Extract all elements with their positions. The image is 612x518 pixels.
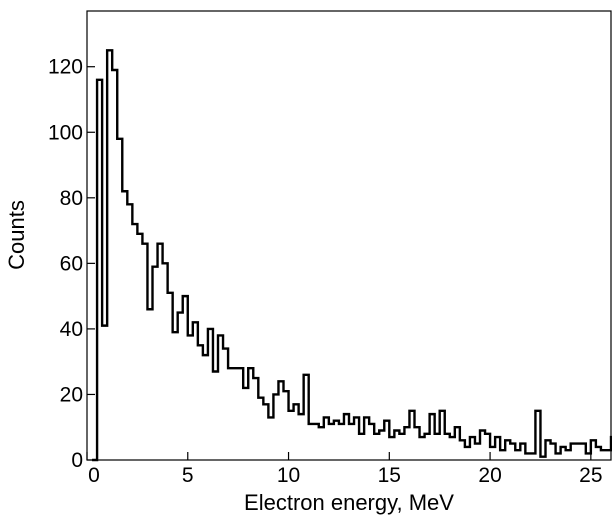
y-tick-label: 60 xyxy=(60,252,83,275)
y-tick-label: 20 xyxy=(60,383,83,406)
y-tick-label: 120 xyxy=(48,56,83,79)
y-tick-label: 100 xyxy=(48,121,83,144)
y-tick-label: 80 xyxy=(60,187,83,210)
plot-frame xyxy=(86,10,612,461)
x-axis-ticks: 0 5 10 15 20 25 xyxy=(86,452,603,487)
y-tick-label: 40 xyxy=(60,318,83,341)
x-tick-label: 0 xyxy=(88,464,100,487)
y-axis-label: Counts xyxy=(4,200,29,270)
x-tick-label: 20 xyxy=(478,464,501,487)
histogram-series xyxy=(92,49,612,462)
x-tick-label: 5 xyxy=(182,464,194,487)
x-axis-label: Electron energy, MeV xyxy=(244,490,454,515)
x-tick-label: 10 xyxy=(277,464,300,487)
x-tick-label: 15 xyxy=(378,464,401,487)
y-tick-label: 0 xyxy=(71,449,83,472)
x-tick-label: 25 xyxy=(579,464,602,487)
y-axis-ticks: 0 20 40 60 80 100 120 xyxy=(48,56,95,472)
